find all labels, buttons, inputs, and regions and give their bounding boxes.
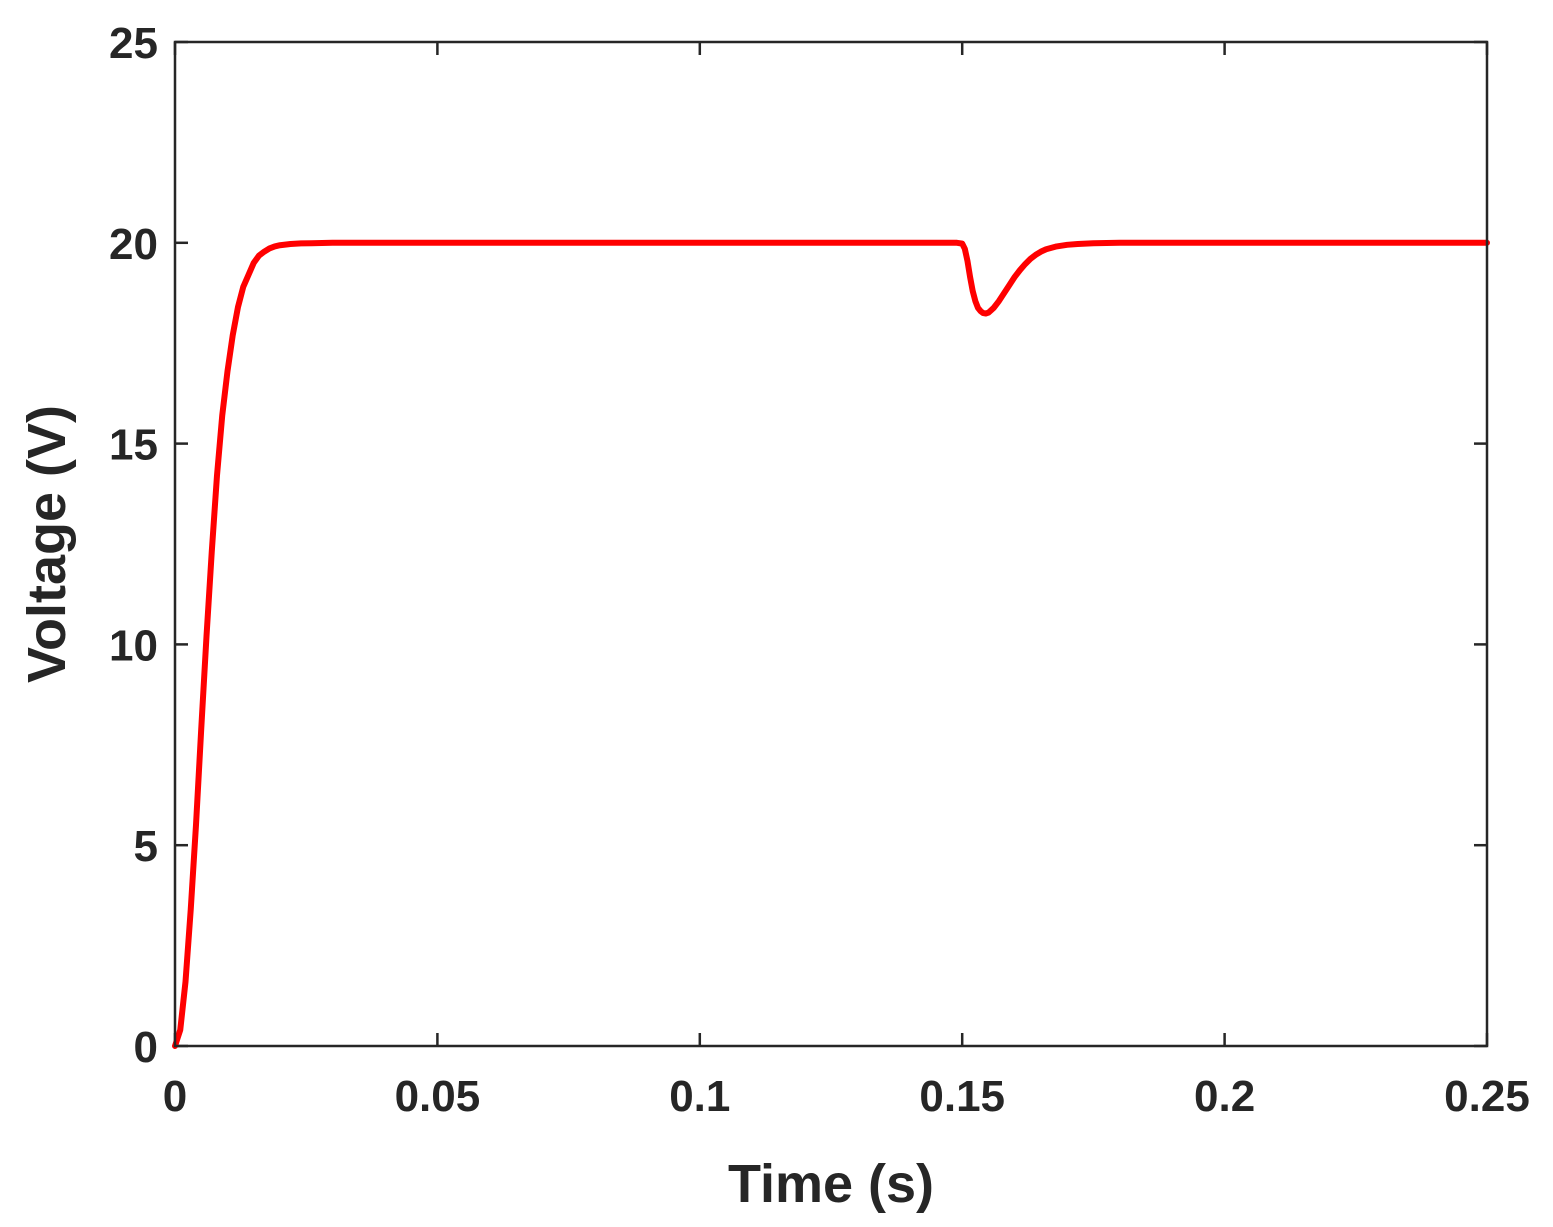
plot-area: [175, 42, 1487, 1046]
y-tick-label: 20: [109, 220, 158, 269]
y-tick-label: 10: [109, 621, 158, 670]
x-tick-label: 0.2: [1194, 1072, 1255, 1121]
x-tick-label: 0.15: [919, 1072, 1005, 1121]
x-tick-label: 0.25: [1444, 1072, 1530, 1121]
labels-layer: 0 0.05 0.1 0.15 0.2 0.25 0 5 10 15 20 25: [109, 19, 1530, 1121]
y-axis-title: Voltage (V): [17, 405, 77, 683]
x-axis-title: Time (s): [728, 1154, 934, 1214]
x-tick-label: 0.05: [395, 1072, 481, 1121]
voltage-series-line: [172, 239, 1490, 1049]
axes-box: [173, 40, 1489, 1048]
y-tick-label: 5: [134, 822, 158, 871]
y-tick-label: 0: [134, 1023, 158, 1072]
y-tick-label: 15: [109, 421, 158, 470]
x-tick-label: 0: [163, 1072, 187, 1121]
series-layer: [172, 239, 1490, 1049]
x-tick-label: 0.1: [669, 1072, 730, 1121]
y-tick-label: 25: [109, 19, 158, 68]
